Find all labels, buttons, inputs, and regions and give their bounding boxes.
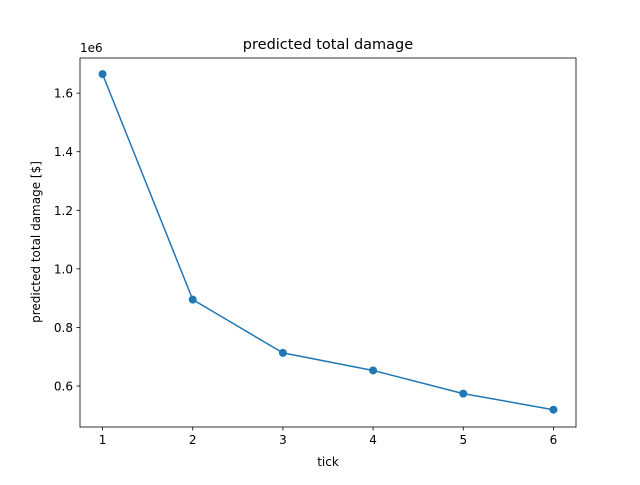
y-tick-label: 1.4 (54, 145, 73, 159)
y-tick-label: 1.2 (54, 204, 73, 218)
data-point (369, 366, 378, 375)
x-tick-label: 4 (369, 433, 377, 447)
y-axis-offset-label: 1e6 (80, 41, 103, 55)
x-tick-label: 6 (550, 433, 558, 447)
y-axis-ticks: 0.6 0.8 1.0 1.2 1.4 1.6 (54, 87, 80, 394)
x-axis-ticks: 1 2 3 4 5 6 (99, 427, 558, 447)
x-axis-label: tick (317, 455, 339, 469)
plot-frame (79, 57, 577, 428)
y-tick-label: 0.6 (54, 380, 73, 394)
x-tick-label: 5 (459, 433, 467, 447)
data-point (188, 295, 197, 304)
data-point (98, 70, 107, 79)
plot-background (80, 58, 576, 427)
series-layer (98, 70, 558, 414)
x-tick-label: 2 (189, 433, 197, 447)
y-axis-label: predicted total damage [$] (29, 161, 43, 323)
data-point (278, 348, 287, 357)
chart-title: predicted total damage (243, 37, 413, 53)
y-tick-label: 0.8 (54, 321, 73, 335)
data-point (459, 389, 468, 398)
data-point (549, 405, 558, 414)
x-tick-label: 3 (279, 433, 287, 447)
x-tick-label: 1 (99, 433, 107, 447)
y-tick-label: 1.0 (54, 262, 73, 276)
series-line (101, 73, 554, 411)
y-tick-label: 1.6 (54, 87, 73, 101)
